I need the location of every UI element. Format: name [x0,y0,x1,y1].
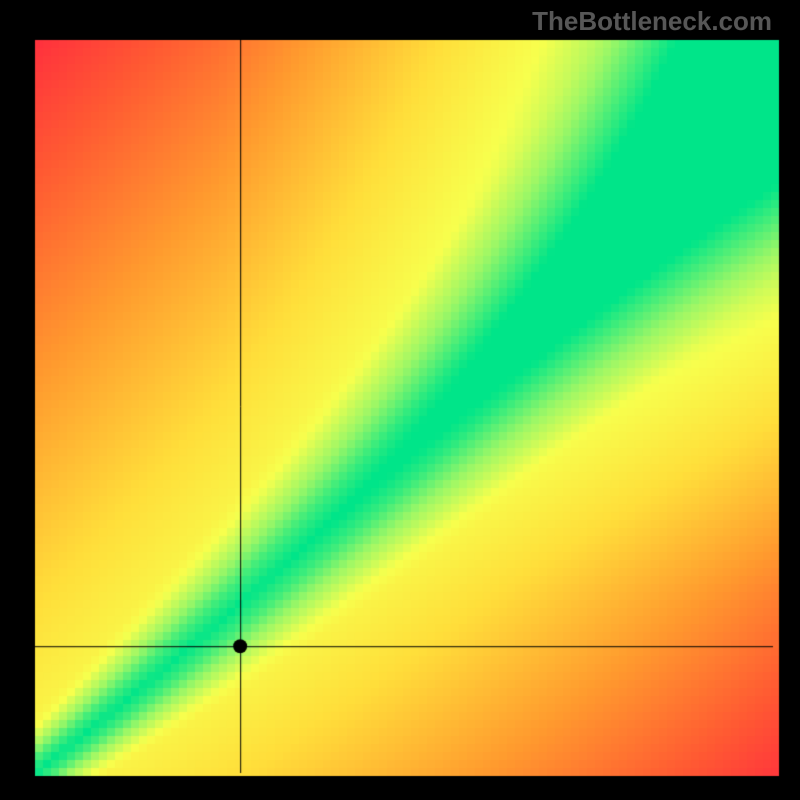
watermark-text: TheBottleneck.com [532,6,772,37]
bottleneck-heatmap [0,0,800,800]
chart-container: TheBottleneck.com [0,0,800,800]
